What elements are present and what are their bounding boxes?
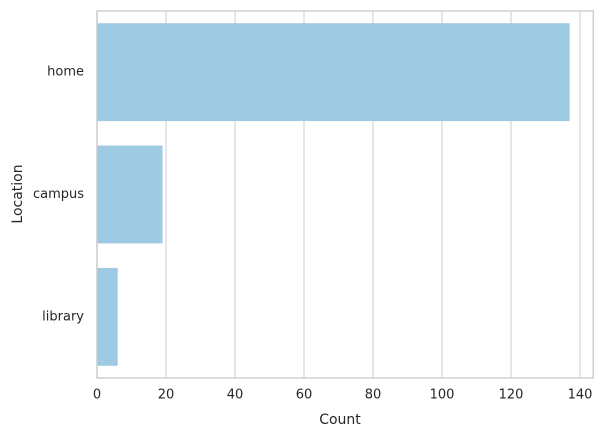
bar <box>97 23 570 122</box>
x-tick-label: 60 <box>296 388 313 403</box>
y-axis-label: Location <box>10 164 26 223</box>
bar <box>97 145 163 244</box>
x-tick-label: 20 <box>158 388 175 403</box>
y-tick-label: campus <box>33 187 84 202</box>
x-tick-label: 140 <box>568 388 593 403</box>
y-tick-label: library <box>42 309 84 324</box>
plot-frame <box>96 10 594 379</box>
x-tick-label: 120 <box>499 388 524 403</box>
x-tick-label: 100 <box>430 388 455 403</box>
y-tick-label: home <box>47 65 84 80</box>
x-axis-label: Count <box>319 412 361 428</box>
bar <box>97 267 118 366</box>
x-tick-label: 0 <box>93 388 101 403</box>
x-tick-label: 80 <box>365 388 382 403</box>
x-tick-label: 40 <box>227 388 244 403</box>
